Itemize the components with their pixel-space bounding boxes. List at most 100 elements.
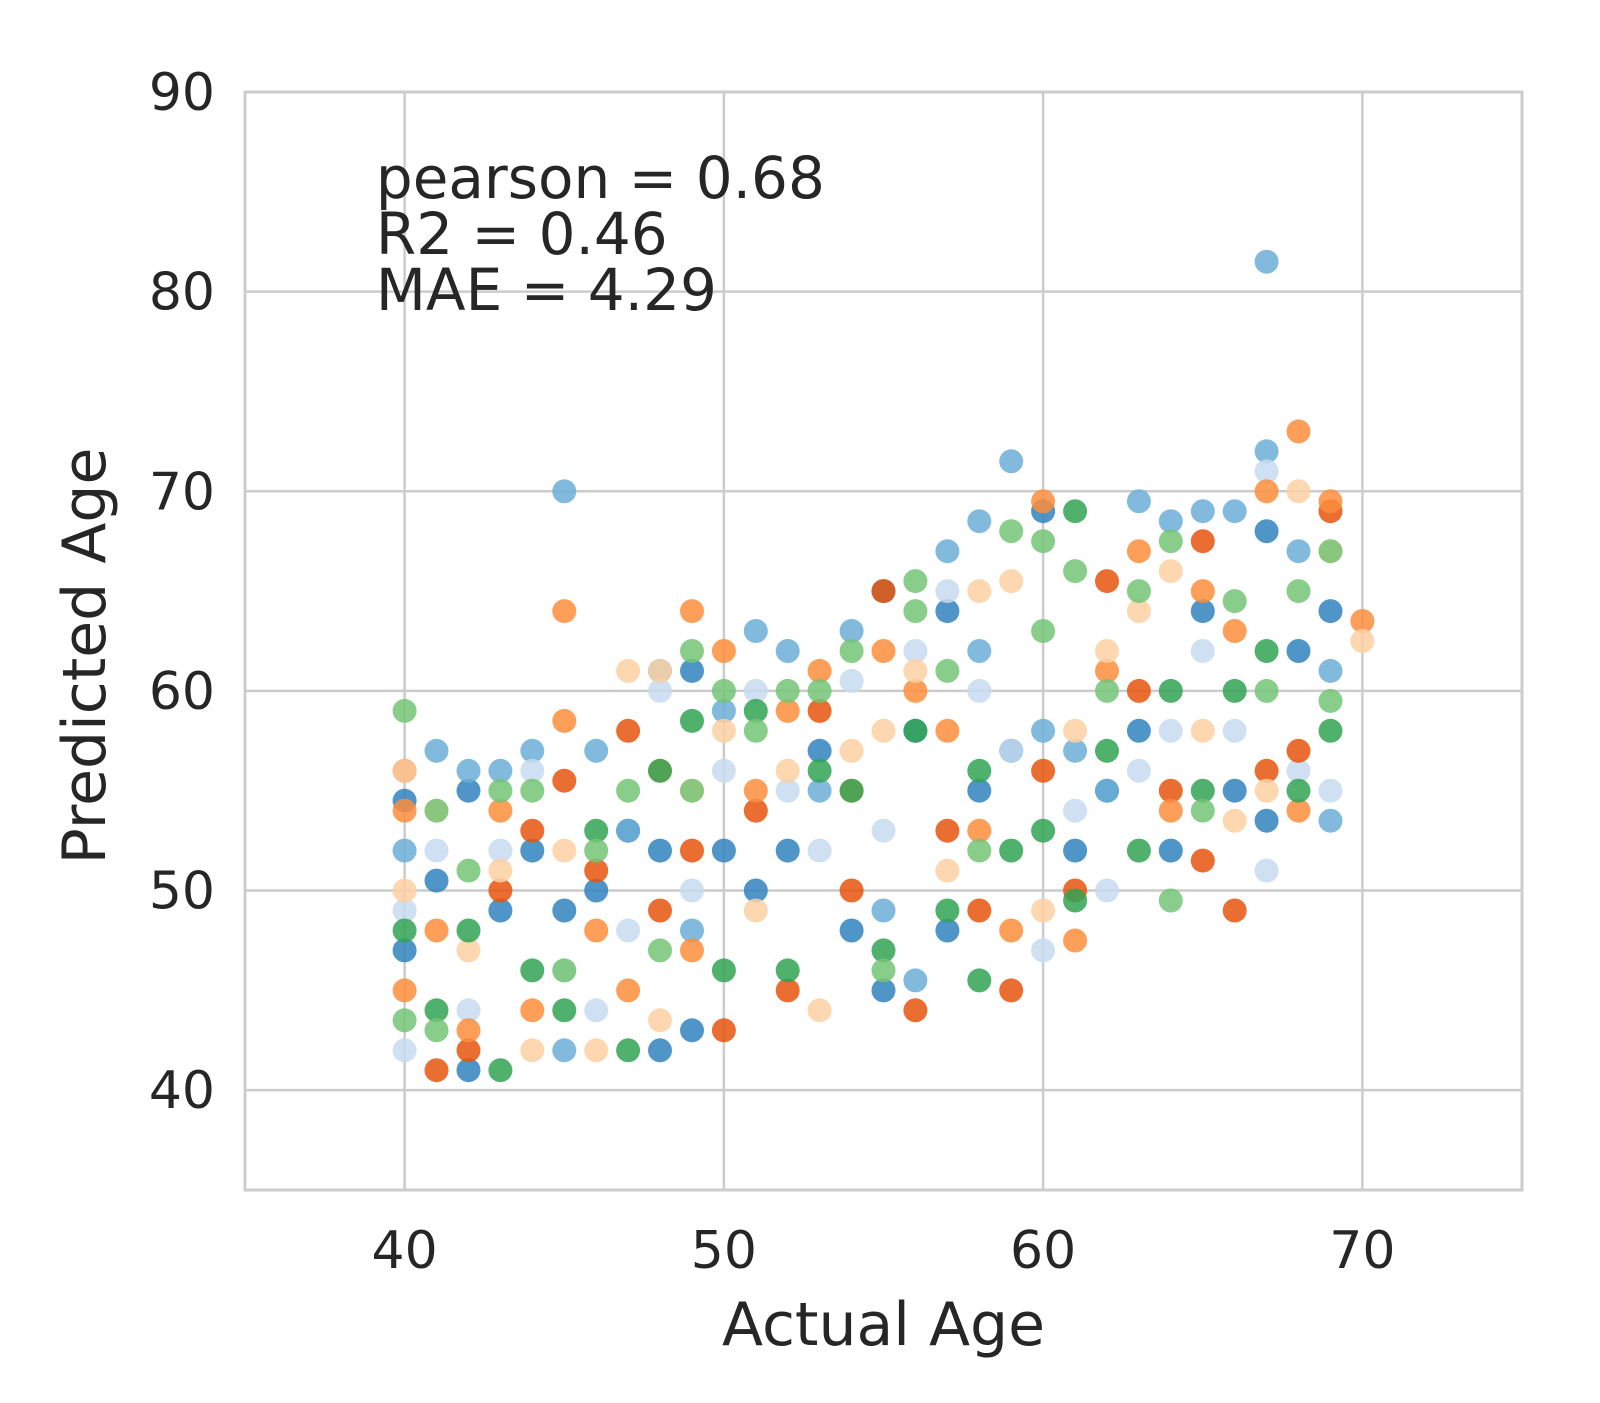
scatter-point [1222,678,1247,703]
scatter-point [456,858,481,883]
scatter-point [903,968,928,993]
scatter-point [1286,758,1311,783]
scatter-point [999,519,1024,544]
scatter-point [903,658,928,683]
scatter-point [1286,479,1311,504]
scatter-point [871,579,896,604]
scatter-point [711,1018,736,1043]
scatter-point [743,878,768,903]
scatter-point [456,758,481,783]
scatter-point [584,838,609,863]
scatter-point [1254,439,1279,464]
scatter-point [711,958,736,983]
scatter-point [711,678,736,703]
scatter-point [392,1038,417,1063]
scatter-point [584,818,609,843]
scatter-point [520,998,545,1023]
scatter-point [616,978,641,1003]
scatter-point [680,918,704,943]
scatter-point [488,858,513,883]
scatter-point [520,778,545,803]
scatter-point [520,818,545,843]
scatter-point [807,698,832,723]
scatter-point [424,918,449,943]
scatter-point [1350,629,1375,653]
scatter-point [1222,619,1247,643]
scatter-point [488,878,513,903]
scatter-point [1095,678,1119,703]
scatter-point [680,938,704,963]
scatter-point [392,798,417,823]
scatter-point [1190,639,1215,663]
scatter-point [552,1038,577,1063]
scatter-point [775,958,800,983]
scatter-point [711,758,736,783]
scatter-point [584,858,609,883]
scatter-point [1063,928,1088,953]
scatter-point [552,708,577,733]
scatter-point [1158,678,1183,703]
scatter-point [903,998,928,1023]
scatter-point [903,639,928,663]
y-tick-label: 90 [149,63,215,123]
scatter-point [456,998,481,1023]
scatter-point [488,778,513,803]
scatter-point [552,898,577,923]
scatter-point [392,898,417,923]
scatter-point [680,639,704,663]
scatter-point [392,1008,417,1033]
scatter-point [807,838,832,863]
scatter-point [1286,579,1311,604]
scatter-point [680,838,704,863]
scatter-point [1063,888,1088,913]
stats-line: MAE = 4.29 [376,256,717,324]
scatter-point [520,838,545,863]
scatter-point [680,599,704,624]
scatter-point [1126,678,1151,703]
scatter-point [711,718,736,743]
scatter-point [1222,718,1247,743]
scatter-point [680,778,704,803]
scatter-point [967,579,992,604]
scatter-point [488,758,513,783]
scatter-point [967,639,992,663]
scatter-point [807,658,832,683]
scatter-point [775,778,800,803]
x-tick-label: 70 [1329,1221,1395,1281]
scatter-point [424,838,449,863]
scatter-point [1286,539,1311,564]
scatter-point [552,768,577,793]
scatter-point [967,509,992,534]
scatter-point [1190,499,1215,524]
scatter-point [903,718,928,743]
scatter-point [1063,499,1088,524]
scatter-point [424,738,449,763]
scatter-point [775,639,800,663]
scatter-point [456,1058,481,1083]
scatter-point [680,658,704,683]
scatter-point [967,778,992,803]
scatter-point [1254,778,1279,803]
scatter-point [711,639,736,663]
scatter-point [807,678,832,703]
scatter-point [999,449,1024,474]
scatter-point [616,718,641,743]
scatter-point [839,668,864,693]
scatter-point [1126,758,1151,783]
scatter-point [839,878,864,903]
scatter-point [520,958,545,983]
scatter-point [456,1018,481,1043]
scatter-point [807,738,832,763]
scatter-point [1031,489,1056,514]
y-axis-label: Predicted Age [50,448,120,865]
scatter-point [1190,579,1215,604]
scatter-point [871,818,896,843]
scatter-point [967,758,992,783]
scatter-point [456,778,481,803]
scatter-point [967,818,992,843]
scatter-point [520,1038,545,1063]
scatter-point [871,639,896,663]
scatter-point [648,658,672,683]
scatter-point [520,758,545,783]
scatter-points [392,249,1375,1083]
